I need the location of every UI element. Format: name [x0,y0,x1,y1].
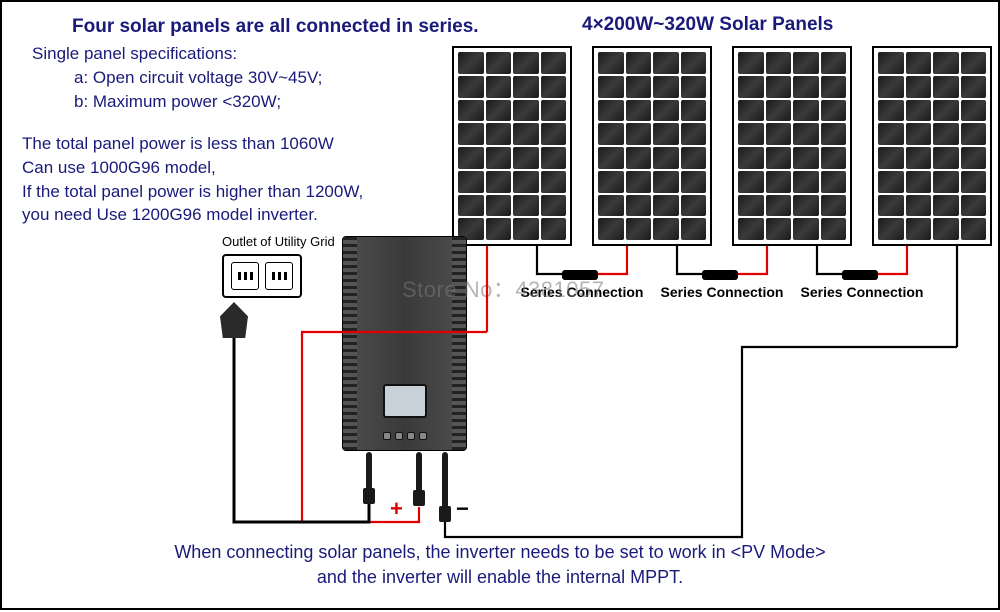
series-label-2: Series Connection [652,284,792,300]
guidance-line2: Can use 1000G96 model, [22,156,363,180]
solar-panel-1 [452,46,572,246]
series-connector-2 [702,270,738,280]
series-connector-3 [842,270,878,280]
polarity-minus: − [456,496,469,522]
outlet-label: Outlet of Utility Grid [222,234,335,249]
power-guidance: The total panel power is less than 1060W… [22,132,363,227]
footer-line1: When connecting solar panels, the invert… [2,540,998,565]
ac-cable-tail [366,452,372,492]
guidance-line1: The total panel power is less than 1060W [22,132,363,156]
series-label-3: Series Connection [792,284,932,300]
title-series: Four solar panels are all connected in s… [72,14,479,41]
ac-connector-tip-icon [363,488,375,504]
ac-plug-icon [220,302,248,338]
inverter [342,236,467,451]
solar-panel-4 [872,46,992,246]
dc-pos-connector-tip-icon [413,490,425,506]
utility-outlet [222,254,302,298]
panel-specs: Single panel specifications: a: Open cir… [32,42,322,113]
dc-neg-connector-tip-icon [439,506,451,522]
dc-positive-cable-tail [416,452,422,494]
solar-panel-2 [592,46,712,246]
footer-line2: and the inverter will enable the interna… [2,565,998,590]
socket-right-icon [265,262,293,290]
guidance-line3: If the total panel power is higher than … [22,180,363,204]
series-label-1: Series Connection [512,284,652,300]
solar-panel-3 [732,46,852,246]
polarity-plus: + [390,496,403,522]
title-panel-rating: 4×200W~320W Solar Panels [582,12,833,39]
footer-note: When connecting solar panels, the invert… [2,540,998,590]
series-connector-1 [562,270,598,280]
socket-left-icon [231,262,259,290]
inverter-buttons [383,432,427,440]
spec-a: a: Open circuit voltage 30V~45V; [32,66,322,90]
specs-heading: Single panel specifications: [32,42,322,66]
dc-negative-cable-tail [442,452,448,510]
spec-b: b: Maximum power <320W; [32,90,322,114]
guidance-line4: you need Use 1200G96 model inverter. [22,203,363,227]
inverter-screen-icon [383,384,427,418]
